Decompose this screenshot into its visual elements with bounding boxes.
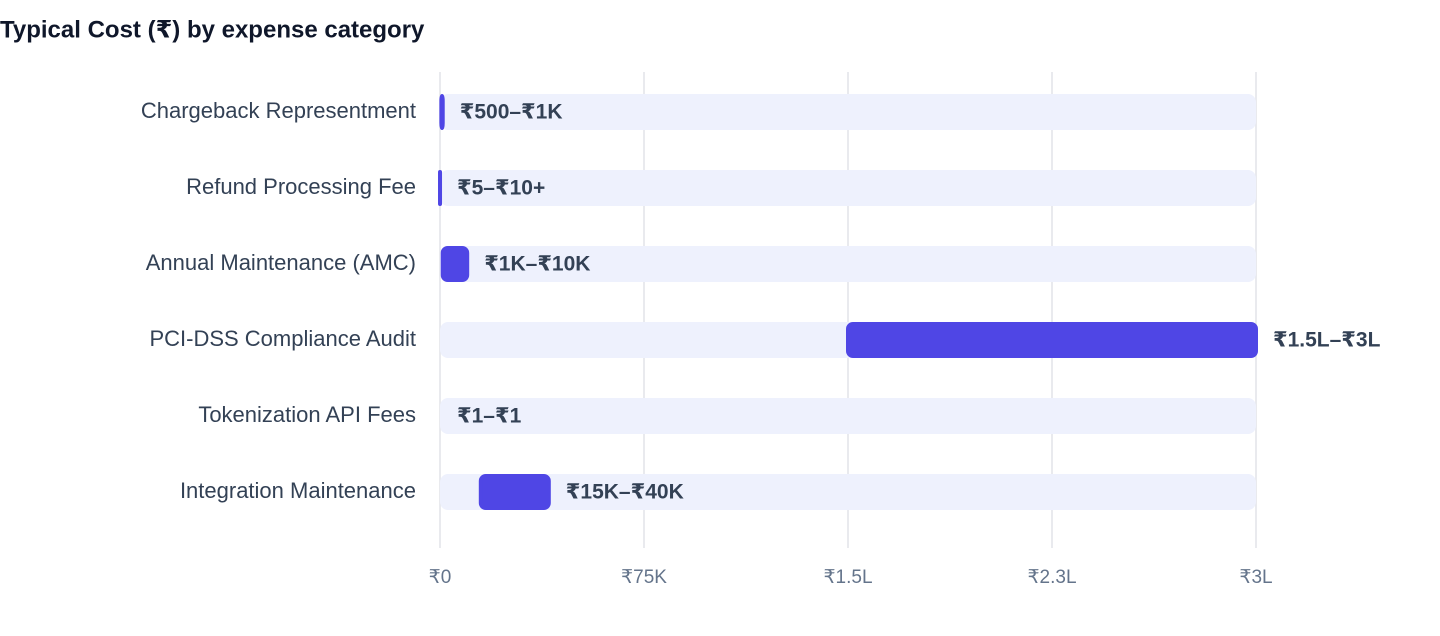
y-tick-label: Integration Maintenance xyxy=(180,478,416,503)
value-label: ₹1.5L–₹3L xyxy=(1273,329,1381,352)
bar xyxy=(478,474,551,510)
value-label: ₹15K–₹40K xyxy=(566,481,684,504)
y-tick-label: Tokenization API Fees xyxy=(198,402,416,427)
x-tick-label: ₹2.3L xyxy=(1027,567,1076,588)
bar-track xyxy=(440,94,1256,130)
bar-track xyxy=(440,170,1256,206)
x-tick-label: ₹0 xyxy=(429,567,452,588)
bar-track xyxy=(440,474,1256,510)
value-label: ₹1–₹1 xyxy=(457,405,522,428)
value-label: ₹1K–₹10K xyxy=(484,253,590,276)
x-tick-label: ₹3L xyxy=(1239,567,1272,588)
x-tick-label: ₹75K xyxy=(621,567,667,588)
bar xyxy=(440,246,470,282)
value-label: ₹500–₹1K xyxy=(460,101,563,124)
bar-track xyxy=(440,398,1256,434)
x-tick-label: ₹1.5L xyxy=(823,567,872,588)
bar xyxy=(439,94,445,130)
value-label: ₹5–₹10+ xyxy=(457,177,545,200)
y-tick-label: Refund Processing Fee xyxy=(186,174,416,199)
y-tick-label: PCI-DSS Compliance Audit xyxy=(149,326,416,351)
y-tick-label: Chargeback Representment xyxy=(141,98,416,123)
y-tick-label: Annual Maintenance (AMC) xyxy=(146,250,416,275)
chart-title: Typical Cost (₹) by expense category xyxy=(0,16,425,43)
bar-track xyxy=(440,246,1256,282)
bar xyxy=(846,322,1258,358)
